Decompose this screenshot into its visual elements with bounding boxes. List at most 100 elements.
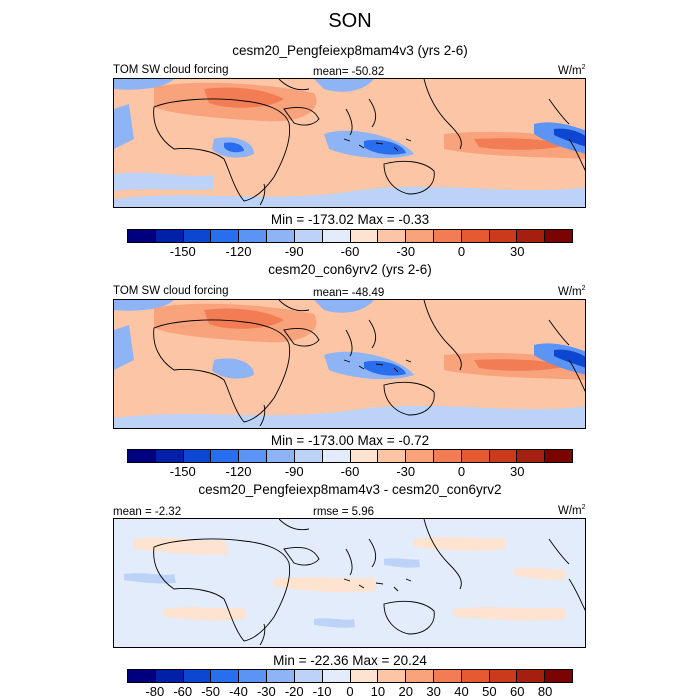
colorbar-swatch	[155, 230, 184, 242]
colorbar-tick-label: 30	[426, 684, 441, 699]
colorbar-tick-label: 0	[457, 464, 466, 479]
colorbar-swatch	[378, 670, 407, 682]
panel2-subtitle: cesm20_con6yrv2 (yrs 2-6)	[268, 262, 432, 277]
panel1-subtitle: cesm20_Pengfeiexp8mam4v3 (yrs 2-6)	[232, 43, 468, 58]
panel2-unit-label: W/m2	[558, 285, 586, 298]
colorbar-diff-ticks: -80 -60 -50 -40 -30 -20 -10 0 10 20 30 40 50 60 80	[127, 684, 573, 700]
colorbar-swatch	[433, 450, 462, 462]
colorbar-swatch	[461, 450, 490, 462]
panel3-map	[113, 518, 586, 648]
colorbar-swatch	[517, 670, 546, 682]
colorbar-swatch	[322, 450, 351, 462]
colorbar-tick-label: -30	[256, 684, 276, 699]
colorbar-tick-label: 80	[537, 684, 553, 699]
colorbar-swatch	[461, 230, 490, 242]
colorbar-swatch	[155, 450, 184, 462]
colorbar-tick-label: 50	[482, 684, 497, 699]
colorbar-swatch	[406, 670, 434, 682]
colorbar-swatch	[294, 670, 323, 682]
colorbar-swatch	[350, 450, 379, 462]
colorbar-swatch	[406, 450, 434, 462]
colorbar-swatch	[128, 670, 156, 682]
colorbar-swatch	[489, 450, 518, 462]
colorbar-tick-label: -120	[225, 464, 252, 479]
colorbar-abs-1	[127, 229, 573, 243]
colorbar-tick-label: -90	[284, 244, 304, 259]
panel2-variable-label: TOM SW cloud forcing	[113, 285, 229, 297]
colorbar-tick-label: -150	[169, 244, 196, 259]
colorbar-tick-label: -80	[145, 684, 165, 699]
colorbar-swatch	[406, 230, 434, 242]
colorbar-tick-label: -60	[340, 464, 360, 479]
colorbar-swatch	[183, 450, 212, 462]
colorbar-swatch	[433, 230, 462, 242]
colorbar-abs-2	[127, 449, 573, 463]
panel1-variable-label: TOM SW cloud forcing	[113, 64, 229, 76]
colorbar-tick-label: -40	[229, 684, 248, 699]
colorbar-swatch	[350, 670, 379, 682]
colorbar-swatch	[128, 450, 156, 462]
colorbar-abs-2-ticks: -150 -120 -90 -60 -30 0 30	[127, 464, 573, 480]
colorbar-swatch	[267, 670, 295, 682]
colorbar-swatch	[211, 230, 240, 242]
colorbar-swatch	[378, 450, 407, 462]
panel1-map	[113, 78, 586, 208]
colorbar-swatch	[489, 230, 518, 242]
colorbar-tick-label: 30	[510, 244, 525, 259]
colorbar-tick-label: 60	[510, 684, 525, 699]
colorbar-swatch	[322, 230, 351, 242]
colorbar-tick-label: -50	[201, 684, 221, 699]
colorbar-tick-label: -60	[340, 244, 360, 259]
colorbar-tick-label: -20	[284, 684, 304, 699]
panel2-mean-label: mean= -48.49	[313, 287, 385, 299]
colorbar-swatch	[545, 670, 572, 682]
colorbar-tick-label: -150	[169, 464, 196, 479]
colorbar-swatch	[239, 230, 268, 242]
panel3-unit-label: W/m2	[558, 504, 586, 517]
colorbar-swatch	[294, 230, 323, 242]
panel2-minmax: Min = -173.00 Max = -0.72	[270, 433, 430, 448]
panel1-unit-label: W/m2	[558, 64, 586, 77]
colorbar-tick-label: 30	[510, 464, 525, 479]
colorbar-swatch	[378, 230, 407, 242]
colorbar-swatch	[211, 670, 240, 682]
colorbar-tick-label: -30	[396, 244, 416, 259]
colorbar-swatch	[545, 450, 572, 462]
colorbar-swatch	[239, 450, 268, 462]
panel3-subtitle: cesm20_Pengfeiexp8mam4v3 - cesm20_con6yr…	[198, 482, 502, 497]
colorbar-tick-label: 0	[346, 684, 354, 699]
colorbar-swatch	[517, 450, 546, 462]
colorbar-swatch	[294, 450, 323, 462]
colorbar-tick-label: -90	[284, 464, 304, 479]
colorbar-swatch	[545, 230, 572, 242]
colorbar-tick-label: -30	[396, 464, 416, 479]
colorbar-swatch	[267, 450, 295, 462]
colorbar-diff	[127, 669, 573, 683]
colorbar-swatch	[211, 450, 240, 462]
colorbar-swatch	[267, 230, 295, 242]
panel3-minmax: Min = -22.36 Max = 20.24	[273, 653, 427, 668]
colorbar-swatch	[433, 670, 462, 682]
panel1-mean-label: mean= -50.82	[313, 66, 385, 78]
colorbar-swatch	[183, 230, 212, 242]
colorbar-tick-label: -10	[312, 684, 332, 699]
colorbar-swatch	[128, 230, 156, 242]
colorbar-tick-label: -120	[225, 244, 252, 259]
panel3-mean-label: mean = -2.32	[113, 506, 182, 518]
colorbar-swatch	[239, 670, 268, 682]
colorbar-swatch	[461, 670, 490, 682]
colorbar-tick-label: 40	[454, 684, 469, 699]
colorbar-swatch	[155, 670, 184, 682]
colorbar-swatch	[183, 670, 212, 682]
page-title: SON	[328, 10, 372, 32]
panel1-minmax: Min = -173.02 Max = -0.33	[270, 212, 430, 227]
colorbar-swatch	[489, 670, 518, 682]
colorbar-swatch	[350, 230, 379, 242]
colorbar-tick-label: 10	[370, 684, 386, 699]
panel3-rmse-label: rmse = 5.96	[313, 506, 375, 518]
colorbar-tick-label: -60	[173, 684, 193, 699]
colorbar-swatch	[517, 230, 546, 242]
colorbar-tick-label: 20	[398, 684, 413, 699]
colorbar-tick-label: 0	[457, 244, 466, 259]
colorbar-abs-1-ticks: -150 -120 -90 -60 -30 0 30	[127, 244, 573, 260]
